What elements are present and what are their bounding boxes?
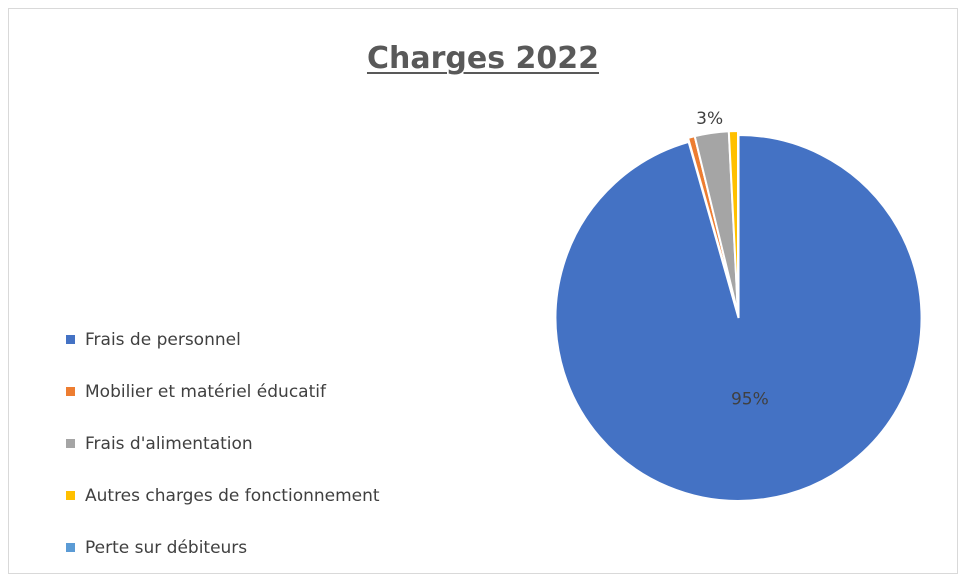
legend-swatch-frais-alimentation bbox=[66, 439, 75, 448]
legend-swatch-frais-de-personnel bbox=[66, 335, 75, 344]
legend-label-autres-charges: Autres charges de fonctionnement bbox=[85, 485, 380, 506]
legend-swatch-mobilier bbox=[66, 387, 75, 396]
legend-swatch-perte-debiteurs bbox=[66, 543, 75, 552]
pie-chart: 95% 3% bbox=[554, 109, 923, 502]
legend-swatch-autres-charges bbox=[66, 491, 75, 500]
chart-title: Charges 2022 bbox=[366, 41, 600, 76]
legend-label-mobilier: Mobilier et matériel éducatif bbox=[85, 381, 326, 402]
pie-slice-frais-de-personnel bbox=[554, 133, 923, 502]
chart-area: Charges 2022 Frais de personnel Mobilier… bbox=[8, 8, 958, 574]
legend-item-perte-debiteurs: Perte sur débiteurs bbox=[66, 535, 380, 560]
data-label-frais-de-personnel: 95% bbox=[731, 390, 769, 410]
data-label-frais-alimentation: 3% bbox=[696, 109, 723, 129]
legend-item-frais-de-personnel: Frais de personnel bbox=[66, 327, 380, 352]
legend: Frais de personnel Mobilier et matériel … bbox=[66, 327, 380, 587]
legend-label-frais-de-personnel: Frais de personnel bbox=[85, 329, 241, 350]
legend-item-mobilier: Mobilier et matériel éducatif bbox=[66, 379, 380, 404]
legend-label-perte-debiteurs: Perte sur débiteurs bbox=[85, 537, 248, 558]
legend-item-frais-alimentation: Frais d'alimentation bbox=[66, 431, 380, 456]
legend-item-autres-charges: Autres charges de fonctionnement bbox=[66, 483, 380, 508]
pie-slice-autres-charges bbox=[727, 129, 739, 315]
legend-label-frais-alimentation: Frais d'alimentation bbox=[85, 433, 253, 454]
